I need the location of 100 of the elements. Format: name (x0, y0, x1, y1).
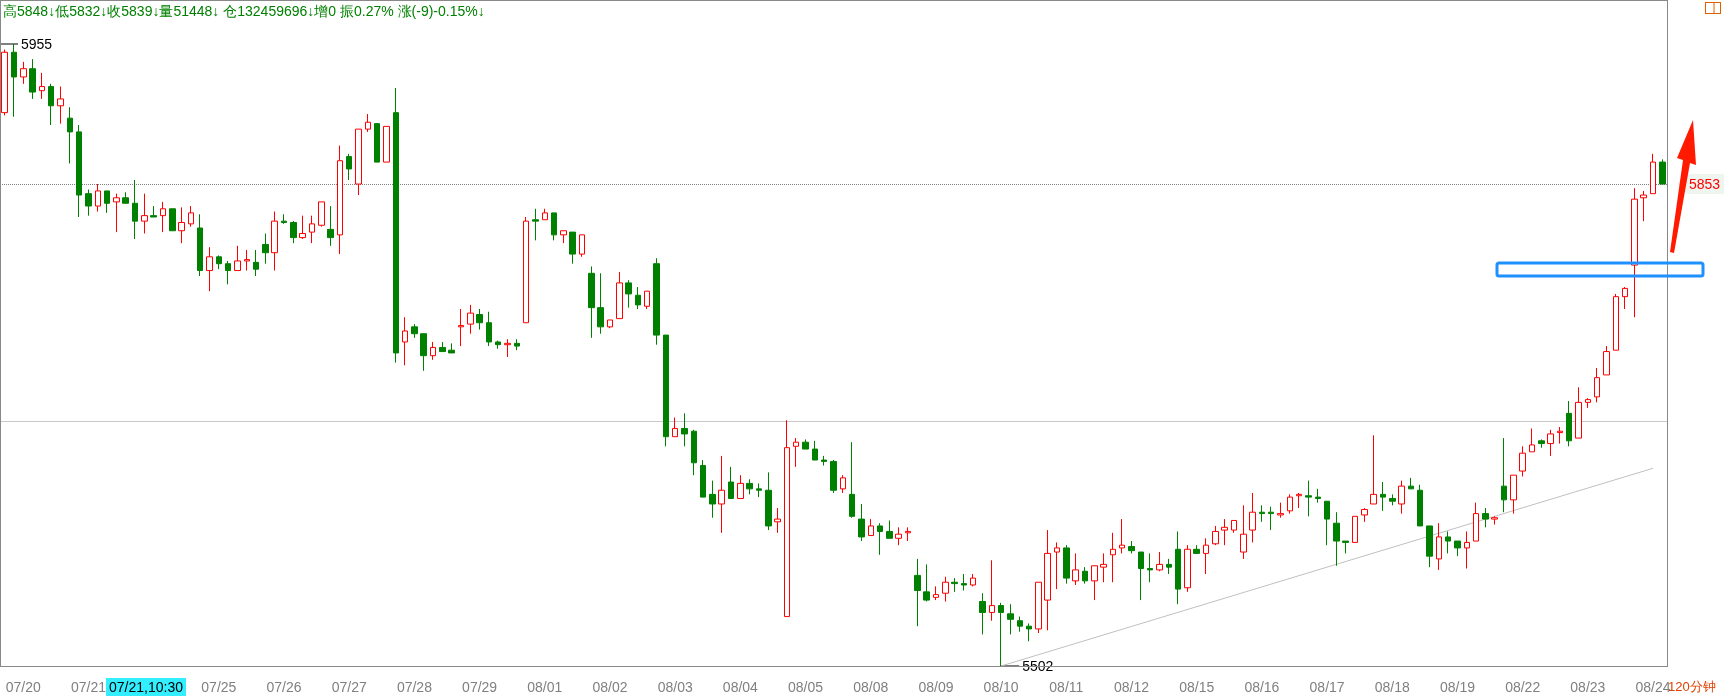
candlestick (905, 526, 911, 542)
candlestick (1519, 445, 1526, 478)
candlestick (542, 208, 548, 221)
candlestick (625, 279, 632, 309)
x-tick-label: 07/20 (5, 679, 42, 695)
candlestick (439, 341, 446, 353)
candlestick (1445, 530, 1451, 554)
candlestick (1473, 502, 1479, 542)
x-tick-label: 08/16 (1244, 679, 1280, 695)
candlestick (327, 205, 334, 247)
candlestick (467, 304, 474, 335)
candlestick (691, 429, 697, 476)
candlestick (1501, 437, 1507, 513)
candlestick (709, 480, 716, 519)
x-tick-label: 08/24 (1635, 679, 1671, 695)
candlestick (1221, 518, 1228, 546)
candlestick (514, 338, 520, 351)
candlestick (39, 72, 45, 100)
candlestick (746, 478, 753, 495)
candlestick (76, 124, 82, 218)
x-tick-label: 07/28 (396, 679, 433, 695)
candlestick (150, 205, 157, 218)
candlestick (1613, 293, 1619, 351)
candlestick (784, 419, 790, 618)
candlestick (495, 340, 501, 350)
candlestick (309, 215, 315, 244)
candlestick (1398, 480, 1405, 515)
candlestick (1370, 434, 1377, 505)
candlestick (299, 215, 306, 240)
candlestick (672, 416, 678, 438)
candlestick (821, 455, 827, 467)
candlestick (85, 189, 92, 217)
candlestick (1389, 493, 1396, 506)
candlestick (700, 459, 706, 498)
candlestick (234, 245, 241, 272)
candlestick (877, 522, 883, 556)
candlestick (1007, 603, 1014, 635)
candlestick (1240, 504, 1247, 560)
candlestick (532, 208, 539, 241)
x-tick-label: 08/22 (1505, 679, 1541, 695)
candlestick (476, 308, 483, 331)
candlestick (1119, 518, 1125, 554)
candlestick (868, 518, 874, 537)
candlestick (1566, 400, 1572, 447)
candlestick (1184, 544, 1191, 593)
candlestick (756, 482, 762, 498)
x-tick-label: 08/12 (1113, 679, 1150, 695)
candlestick (1333, 511, 1340, 567)
candlestick (281, 213, 287, 225)
candlestick (95, 183, 101, 213)
candlestick (1436, 522, 1442, 571)
x-tick-label: 07/27 (331, 679, 367, 695)
candlestick (951, 577, 958, 593)
candlestick (57, 86, 64, 125)
candlestick (569, 231, 576, 265)
candlestick (942, 576, 949, 602)
candlestick (1622, 286, 1628, 310)
candlestick (1082, 566, 1088, 585)
candlestick (858, 503, 865, 542)
candlestick (504, 338, 511, 358)
candlestick (346, 153, 352, 181)
candlestick (374, 123, 380, 163)
candlestick (1249, 492, 1256, 543)
candlestick (663, 334, 669, 447)
candlestick (886, 519, 893, 539)
x-tick-label: 08/18 (1374, 679, 1410, 695)
candlestick (1072, 552, 1079, 586)
candlestick (430, 341, 436, 361)
text: 07/21,10:30 (106, 678, 186, 696)
candlestick (1054, 541, 1060, 590)
candlestick (840, 474, 846, 494)
candlestick (1193, 544, 1200, 554)
candlestick (1100, 552, 1107, 583)
candlestick (812, 440, 818, 461)
x-tick-label: 07/25 (201, 679, 237, 695)
candlestick (1110, 532, 1116, 583)
candlestick (681, 412, 688, 447)
candlestick (1603, 345, 1610, 376)
candlestick (970, 573, 976, 587)
candlestick (597, 272, 604, 335)
candlestick (1259, 504, 1265, 523)
candlestick (1361, 507, 1368, 523)
candlestick (961, 573, 967, 591)
candlestick (141, 193, 148, 234)
candlestick (1147, 552, 1153, 583)
candlestick (849, 441, 855, 519)
candlestick (29, 58, 36, 100)
candlestick (458, 308, 464, 347)
x-tick-label: 08/03 (657, 679, 693, 695)
candlestick (1305, 480, 1312, 517)
candlestick (979, 592, 986, 635)
candlestick (1585, 397, 1591, 409)
candlestick (1650, 153, 1656, 195)
candlestick (1315, 488, 1321, 504)
candlestick (998, 602, 1004, 667)
candlestick (737, 474, 744, 499)
candlestick (1426, 525, 1433, 568)
candlestick (290, 220, 297, 244)
candlestick (1659, 158, 1666, 185)
x-tick-label: 08/11 (1049, 679, 1084, 695)
